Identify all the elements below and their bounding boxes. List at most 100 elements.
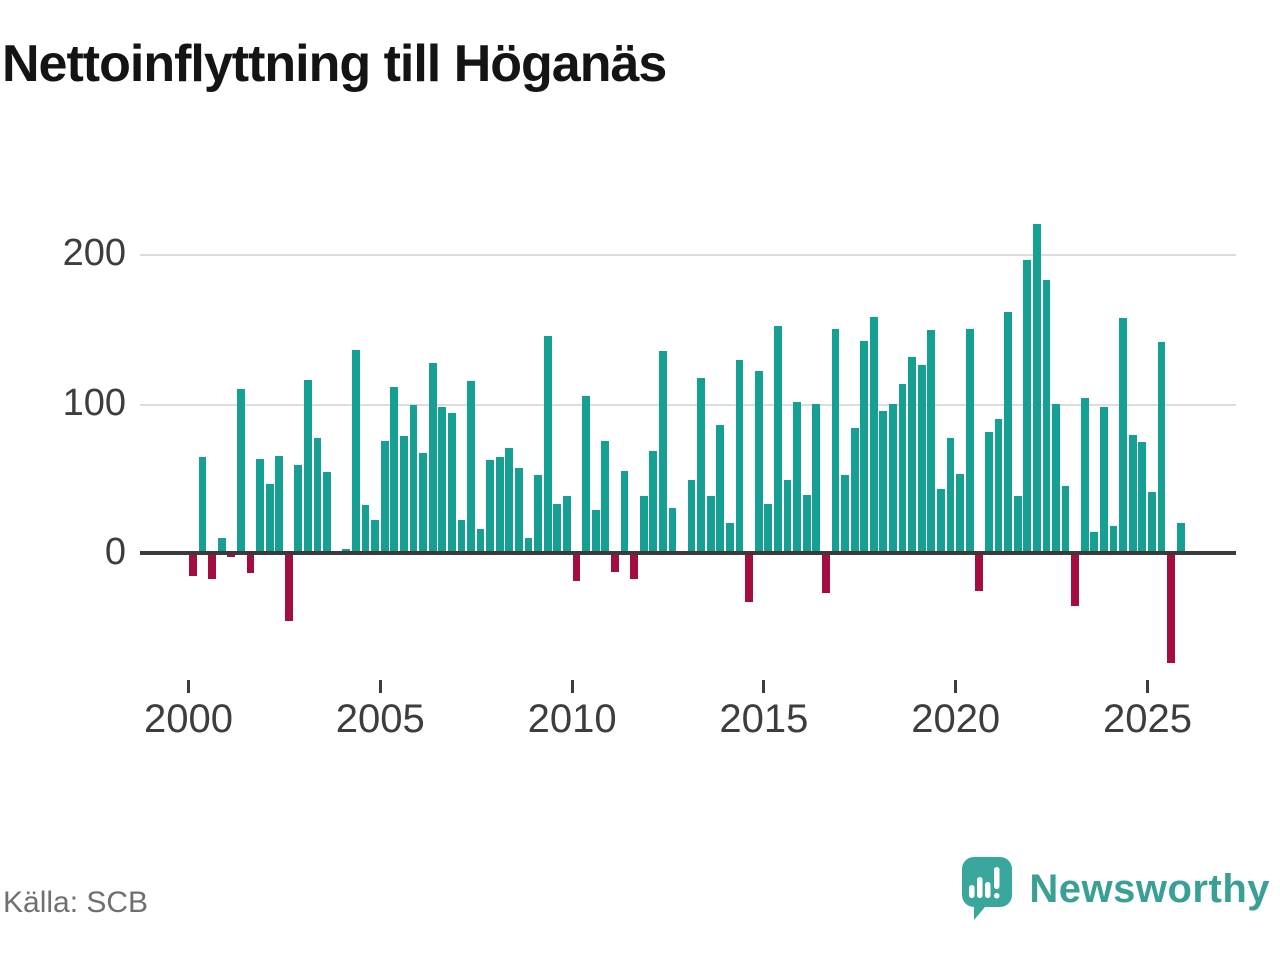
bar-2021-Q4 [1023,260,1032,553]
x-axis-tick-2010 [570,680,574,693]
bar-2006-Q1 [419,452,427,553]
bar-2025-Q3 [1167,554,1175,664]
bar-2019-Q4 [946,437,955,553]
bar-2008-Q3 [515,467,523,553]
x-axis-label-2000: 2000 [144,697,233,741]
bar-2005-Q4 [409,405,418,553]
bar-2010-Q4 [601,440,610,553]
bar-2004-Q3 [361,505,370,553]
bar-2006-Q3 [438,406,447,553]
bar-2013-Q4 [716,424,725,553]
bar-2012-Q3 [668,508,677,553]
bar-2025-Q2 [1157,342,1166,553]
x-axis-tick-2000 [187,680,190,693]
bar-2000-Q1 [189,554,197,577]
bar-2004-Q2 [352,349,360,553]
bar-2015-Q3 [783,479,792,553]
bar-2014-Q4 [754,370,763,553]
bar-2023-Q1 [1071,554,1080,607]
bar-2018-Q2 [889,403,897,553]
logo-exclamation-dot [994,893,1000,899]
bar-2009-Q3 [553,503,562,553]
bar-2007-Q1 [457,520,466,553]
bar-2002-Q3 [284,554,293,622]
x-axis-tick-2005 [378,680,382,693]
bar-2000-Q3 [208,554,216,580]
bar-2024-Q2 [1119,318,1128,553]
gridline-100 [140,403,1236,406]
bar-2011-Q4 [639,496,648,553]
bar-2021-Q3 [1013,496,1022,553]
logo-bar-3 [985,882,991,898]
bar-2013-Q1 [687,479,696,553]
x-axis-tick-2015 [762,680,766,693]
brand-lockup: Newsworthy [961,856,1270,922]
bar-2011-Q3 [630,554,638,580]
bar-2018-Q3 [898,384,907,553]
bar-2016-Q2 [812,403,821,553]
bar-2016-Q3 [821,554,830,593]
bar-2023-Q4 [1100,406,1108,553]
bar-2013-Q3 [706,496,715,553]
logo-bar-1 [969,885,975,898]
bar-2015-Q1 [764,503,773,553]
x-axis-line [140,551,1236,555]
bar-2022-Q1 [1032,224,1041,553]
bar-2006-Q2 [428,363,437,553]
bar-2000-Q4 [217,538,226,553]
bar-2024-Q3 [1128,434,1137,553]
bar-2020-Q1 [956,473,964,553]
bar-2018-Q1 [879,411,888,553]
bar-2023-Q3 [1090,532,1099,553]
bar-2017-Q3 [860,340,869,553]
bar-2006-Q4 [447,412,456,553]
bar-2011-Q2 [620,470,629,553]
bar-2011-Q1 [610,554,619,572]
bar-2008-Q1 [495,457,504,553]
bar-2024-Q1 [1109,526,1118,553]
bar-2020-Q2 [965,328,974,553]
bar-2022-Q3 [1052,403,1060,553]
bar-2001-Q2 [236,388,245,553]
bar-2001-Q4 [256,458,264,553]
bar-2005-Q3 [399,436,408,553]
bar-2012-Q1 [649,451,658,553]
bar-2023-Q2 [1080,397,1089,553]
bar-2014-Q3 [745,554,754,602]
gridline-200 [140,254,1236,257]
bar-2015-Q2 [773,325,782,553]
bar-2025-Q1 [1148,491,1156,553]
bar-2007-Q2 [467,381,475,553]
brand-name: Newsworthy [1029,866,1270,911]
y-axis-label-200: 200 [62,232,126,275]
chart-title: Nettoinflyttning till Höganäs [2,35,667,93]
bar-2022-Q4 [1061,485,1070,553]
bar-2017-Q4 [869,316,878,553]
bar-2012-Q2 [658,351,667,553]
bar-2000-Q2 [198,457,207,553]
bar-2009-Q1 [534,475,543,553]
x-axis-tick-2025 [1146,680,1149,693]
bar-2022-Q2 [1042,279,1051,553]
bar-2021-Q2 [1004,312,1012,553]
bar-2019-Q2 [927,330,936,553]
x-axis-tick-2020 [954,680,958,693]
bar-2025-Q4 [1176,523,1185,553]
bar-2002-Q4 [294,464,303,553]
x-axis-label-2020: 2020 [911,697,1001,741]
bar-2019-Q3 [937,488,945,553]
bar-2004-Q1 [342,548,351,553]
bar-2005-Q2 [390,387,399,553]
bar-2014-Q1 [726,523,734,553]
bar-2003-Q3 [323,472,332,553]
bar-2017-Q1 [841,475,849,553]
bar-2017-Q2 [850,427,859,553]
x-axis-label-2025: 2025 [1103,697,1192,741]
bar-2008-Q4 [524,538,533,553]
bar-2024-Q4 [1138,442,1147,553]
bar-2020-Q3 [975,554,984,592]
bar-2014-Q2 [735,360,744,553]
bar-2020-Q4 [984,431,993,553]
y-axis-label-0: 0 [104,531,126,574]
source-attribution: Källa: SCB [3,886,149,919]
